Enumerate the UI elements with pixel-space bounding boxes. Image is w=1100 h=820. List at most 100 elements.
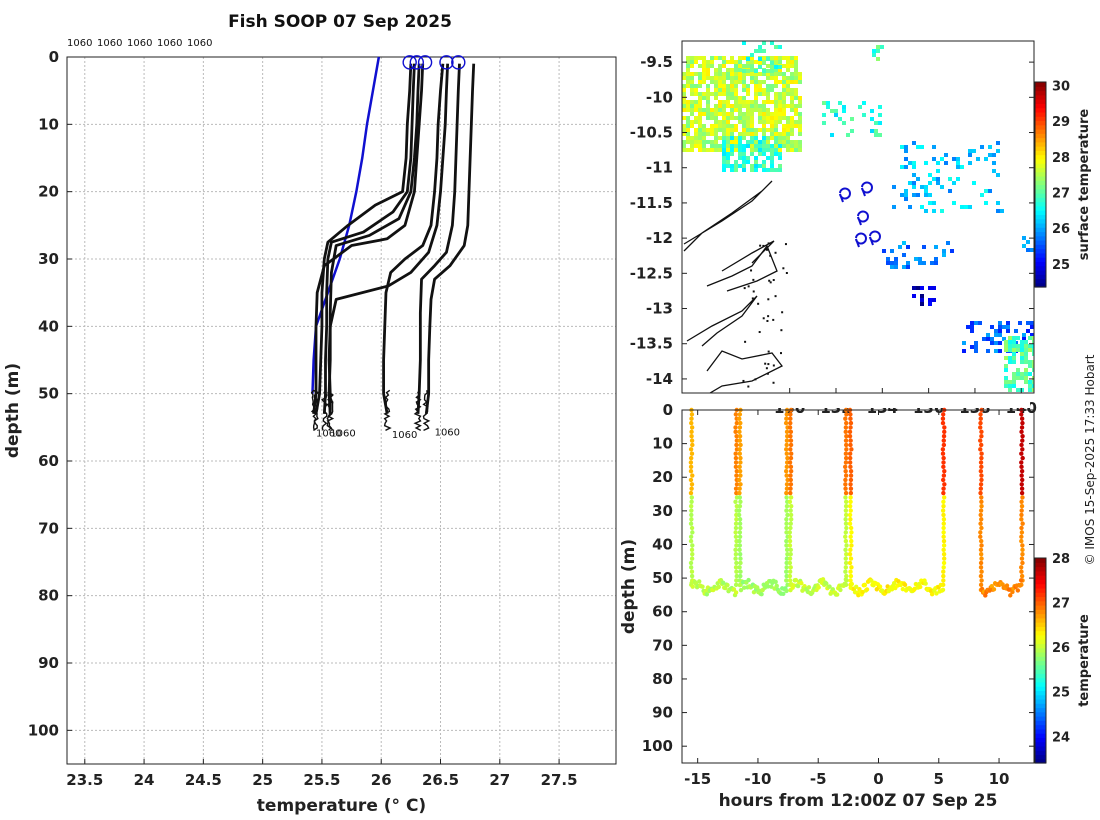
sst-pixel (758, 108, 762, 112)
sst-pixel (746, 108, 750, 112)
temperature-sample (788, 473, 793, 478)
sst-pixel (758, 116, 762, 120)
temperature-sample (848, 438, 853, 443)
colorbar-segment (1035, 596, 1046, 602)
sst-pixel (726, 148, 730, 152)
surface-marker (409, 55, 424, 70)
sst-pixel (770, 168, 774, 172)
sst-pixel (902, 253, 906, 257)
surface-marker (417, 55, 433, 70)
temperature-sample (978, 508, 984, 513)
temperature-sample (788, 486, 793, 491)
temperature-sample (1019, 499, 1024, 504)
sst-pixel (686, 140, 690, 144)
sst-pixel (694, 116, 698, 120)
lat-tick-label: -10 (646, 88, 673, 106)
sst-pixel (698, 56, 702, 60)
sst-pixel (1016, 368, 1020, 372)
sst-pixel (942, 249, 946, 253)
sst-pixel (750, 120, 754, 124)
sst-pixel (1016, 376, 1020, 380)
temperature-sample (864, 587, 870, 592)
sst-pixel (730, 148, 734, 152)
temperature-sample (941, 569, 946, 574)
sst-pixel (774, 108, 778, 112)
temperature-sample (1019, 412, 1024, 417)
sst-pixel (874, 121, 878, 125)
sst-pixel (936, 169, 940, 173)
sst-pixel (790, 140, 794, 144)
sst-pixel (992, 169, 996, 173)
temperature-sample (688, 460, 694, 465)
temperature-sample (843, 569, 848, 574)
temperature-sample (788, 525, 793, 531)
profile-bottom-noise (320, 389, 328, 431)
sst-pixel (726, 144, 730, 148)
sst-pixel (726, 120, 730, 124)
temperature-sample (733, 460, 739, 465)
sst-pixel (758, 104, 762, 108)
temperature-sample (942, 468, 947, 474)
sst-pixel (730, 132, 734, 136)
sst-pixel (730, 116, 734, 120)
sst-pixel (794, 72, 798, 76)
sst-pixel (992, 161, 996, 165)
sst-pixel (916, 177, 920, 181)
sst-pixel (798, 124, 802, 128)
temperature-sample (689, 434, 694, 439)
temperature-sample (847, 434, 853, 439)
sst-pixel (922, 245, 926, 249)
sst-pixel (1022, 333, 1026, 337)
sst-pixel (790, 56, 794, 60)
colorbar-segment (1035, 643, 1046, 649)
temperature-sample (788, 477, 794, 483)
sst-pixel (694, 140, 698, 144)
y-axis-label: depth (m) (3, 363, 23, 458)
sst-pixel (786, 132, 790, 136)
profile-bottom-noise (383, 389, 392, 431)
sst-pixel (1022, 244, 1026, 248)
temperature-sample (736, 512, 742, 518)
temperature-sample (737, 447, 742, 452)
temperature-sample (941, 460, 946, 465)
colorbar-segment (1035, 163, 1046, 169)
temperature-sample (784, 530, 789, 535)
sst-pixel (742, 128, 746, 132)
temperature-sample (848, 486, 854, 491)
x-tick-label: 24.5 (185, 771, 222, 789)
temperature-sample (788, 455, 794, 461)
sst-pixel (754, 96, 758, 100)
temperature-sample (941, 442, 947, 448)
temperature-sample (689, 512, 694, 518)
sst-pixel (698, 140, 702, 144)
colorbar-tick-label: 28 (1052, 151, 1070, 166)
sst-pixel (934, 261, 938, 265)
sst-pixel (694, 128, 698, 132)
temperature-sample (725, 582, 730, 588)
surface-marker (402, 55, 417, 70)
sst-pixel (714, 116, 718, 120)
sst-pixel (742, 132, 746, 136)
temperature-sample (733, 565, 739, 570)
temperature-sample (844, 447, 849, 452)
sst-pixel (998, 341, 1002, 345)
sst-pixel (994, 341, 998, 345)
temperature-sample (784, 416, 789, 421)
sst-pixel (766, 84, 770, 88)
sst-pixel (734, 116, 738, 120)
temperature-sample (689, 438, 695, 443)
sst-pixel (782, 76, 786, 80)
sst-pixel (1016, 336, 1020, 340)
sst-pixel (970, 345, 974, 349)
temperature-sample (941, 534, 946, 539)
sst-pixel (1028, 336, 1032, 340)
sst-pixel (698, 80, 702, 84)
island-dot (772, 279, 775, 282)
x-tick-label: 23.5 (66, 771, 103, 789)
sst-pixel (686, 72, 690, 76)
sst-pixel (934, 245, 938, 249)
temperature-sample (737, 464, 742, 470)
island-dot (767, 298, 770, 301)
temperature-sample (787, 560, 793, 566)
sst-pixel (778, 108, 782, 112)
